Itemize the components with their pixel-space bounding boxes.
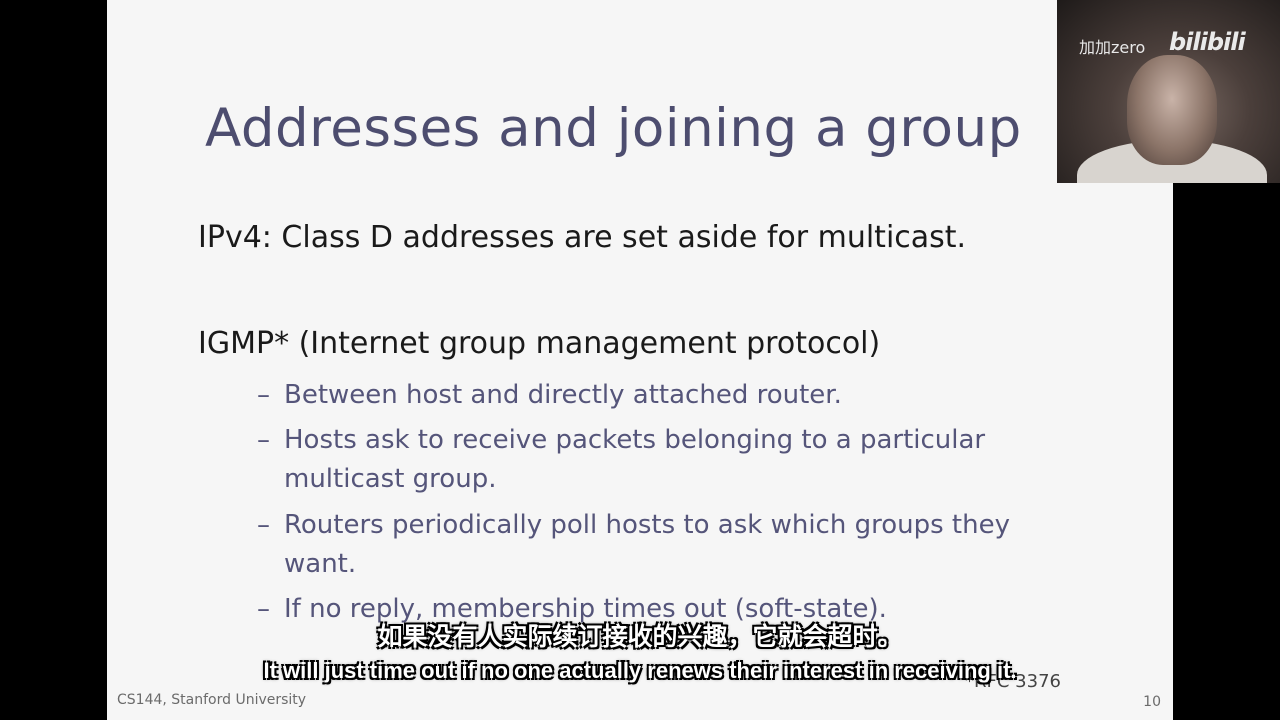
bullet-igmp: IGMP* (Internet group management protoco… xyxy=(198,326,881,361)
sub-bullet: – Routers periodically poll hosts to ask… xyxy=(257,506,1017,584)
bullet-ipv4: IPv4: Class D addresses are set aside fo… xyxy=(198,220,967,255)
sub-bullet-text: If no reply, membership times out (soft-… xyxy=(284,594,887,624)
sub-bullet-text: Between host and directly attached route… xyxy=(284,380,842,410)
sub-bullet: – Hosts ask to receive packets belonging… xyxy=(257,421,1047,499)
subtitle-english: It will just time out if no one actually… xyxy=(263,658,1017,683)
page-number: 10 xyxy=(1143,694,1161,710)
slide-title: Addresses and joining a group xyxy=(205,98,1022,159)
dash-marker: – xyxy=(257,380,270,410)
sub-bullet-text: Hosts ask to receive packets belonging t… xyxy=(284,425,986,494)
sub-bullet: – Between host and directly attached rou… xyxy=(257,376,1057,415)
subtitle-chinese: 如果没有人实际续订接收的兴趣，它就会超时。 xyxy=(377,622,903,651)
footnote: *RFC 3376 xyxy=(965,671,1061,692)
dash-marker: – xyxy=(257,425,270,455)
bilibili-logo-icon: bilibili xyxy=(1169,28,1246,56)
dash-marker: – xyxy=(257,510,270,540)
dash-marker: – xyxy=(257,594,270,624)
presenter-face xyxy=(1127,55,1217,165)
footer-course: CS144, Stanford University xyxy=(117,692,307,708)
sub-bullet-text: Routers periodically poll hosts to ask w… xyxy=(284,510,1010,579)
slide: Addresses and joining a group IPv4: Clas… xyxy=(107,0,1173,720)
sub-bullet: – If no reply, membership times out (sof… xyxy=(257,590,1057,629)
webcam-overlay: 加加zero bilibili xyxy=(1057,0,1280,183)
watermark-text: 加加zero xyxy=(1079,38,1146,57)
